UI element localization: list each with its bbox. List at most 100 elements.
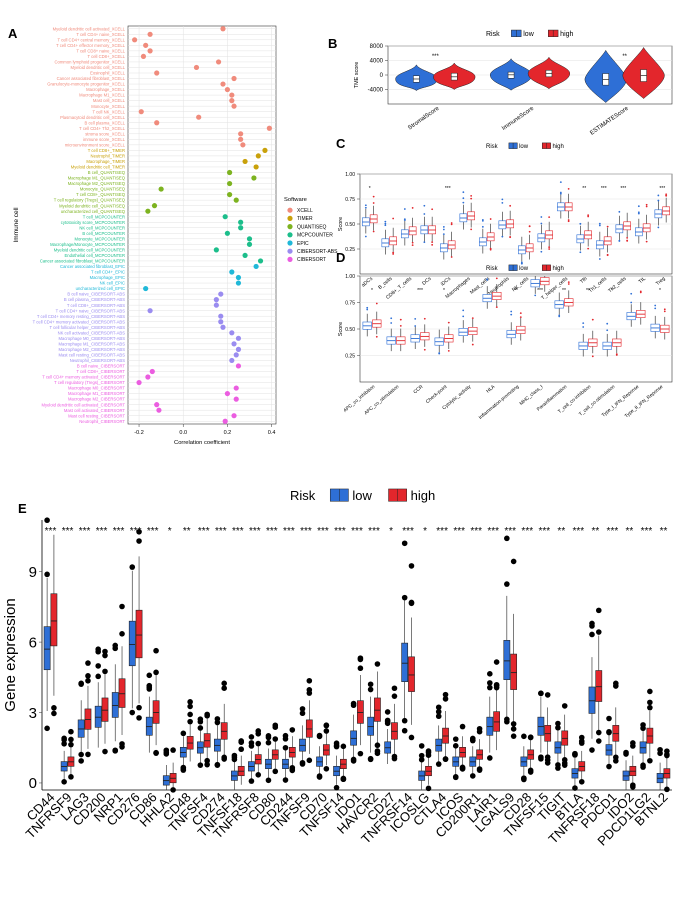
panel-a-ylabel-macrophage-m0-cibersort: Macrophage M0_CIBERSORT xyxy=(68,386,125,391)
panel-e-significance-ctla4: *** xyxy=(436,526,448,537)
panel-c-outlier-b-cells-high xyxy=(392,217,395,220)
panel-e-outlier-cd274-low xyxy=(214,716,221,722)
panel-c-xtick-label-tfh: Tfh xyxy=(579,276,589,285)
panel-c-outlier-macrophages-high xyxy=(470,228,473,231)
panel-b-xtick-label-immunescore: ImmuneScore xyxy=(501,105,536,132)
panel-d-outlier-ccr-low xyxy=(414,325,417,327)
panel-a-point-plasmacytoid-dendritic-cell-xcell xyxy=(196,114,202,120)
panel-a-ylabel-mast-cell-xcell: Mast cell_XCELL xyxy=(93,98,126,103)
panel-e-outlier-tnfsf14-high xyxy=(340,776,347,783)
panel-c-xtick-label-b-cells: B_cells xyxy=(377,276,394,291)
panel-e-outlier-tnfsf18-high xyxy=(238,746,245,753)
panel-e-outlier-tnfsf15-high xyxy=(544,692,551,698)
panel-a-ylabel-macrophage-m1-quantiseq: Macrophage M1_QUANTISEQ xyxy=(68,176,126,181)
panel-e-outlier-cd200-high xyxy=(102,748,108,755)
panel-a-point-t-cell-mcpcounter xyxy=(222,214,228,220)
panel-a-point-uncharacterized-cell-quantiseq xyxy=(145,208,151,214)
panel-e-outlier-pdcd1lg2-low xyxy=(640,764,646,770)
panel-b-ytick-label: 0 xyxy=(380,73,384,79)
panel-c-outlier-nk-cells-low xyxy=(520,262,523,265)
panel-e-outlier-cd274-high xyxy=(221,680,227,687)
panel-e-outlier-cd28-high xyxy=(527,734,534,740)
panel-e-outlier-pdcd1lg2-high xyxy=(647,699,653,706)
panel-e-outlier-icoslg-low xyxy=(418,752,425,759)
panel-d-legend-label-high: high xyxy=(552,266,563,272)
panel-d-outlier-t-cell-co-inhibition-high xyxy=(591,318,594,321)
panel-e-outlier-cd48-low xyxy=(180,730,187,737)
panel-e-outlier-cd276-high xyxy=(136,538,142,544)
panel-a-legend-label-xcell: XCELL xyxy=(297,208,313,214)
panel-e-outlier-tnfsf9-low xyxy=(299,706,306,712)
panel-e-outlier-btnl2-high xyxy=(664,752,670,759)
panel-c-outlier-neutrophils-high xyxy=(509,204,512,207)
panel-e-outlier-cd48-high xyxy=(187,711,193,718)
panel-e-outlier-tnfrsf14-low xyxy=(401,717,408,724)
panel-d-outlier-type-ii-ifn-reponse-high xyxy=(663,310,666,313)
panel-e-outlier-cd276-high xyxy=(136,704,142,711)
panel-a-point-myeloid-dendritic-cell-quantiseq xyxy=(151,203,158,209)
panel-e-outlier-cd44-low xyxy=(44,517,50,524)
panel-c-outlier-til-high xyxy=(645,205,648,208)
panel-c-significance-treg: *** xyxy=(659,186,665,192)
panel-a-point-monocyte-mcpcounter xyxy=(246,236,253,242)
panel-b-ytick-label: 8000 xyxy=(370,44,384,50)
panel-e-outlier-cd200-high xyxy=(102,668,108,675)
panel-d-ylabel: Score xyxy=(338,322,344,336)
panel-c-outlier-adcs-high xyxy=(372,202,375,204)
panel-e-outlier-nrp1-low xyxy=(112,747,119,754)
panel-c-outlier-dcs-low xyxy=(423,241,426,244)
panel-a-ylabel-monocyte-quantiseq: Monocyte_QUANTISEQ xyxy=(80,187,126,192)
panel-c-legend-label-high: high xyxy=(552,144,563,150)
panel-d-outlier-apc-co-stimulation-low xyxy=(390,317,393,320)
panel-a-ylabel-myeloid-dendritic-cell-xcell: Myeloid dendritic cell_XCELL xyxy=(71,65,126,70)
panel-a-point-t-cell-cd8-quantiseq xyxy=(227,191,233,198)
panel-c-outlier-macrophages-high xyxy=(470,197,473,200)
panel-c-significance-th1-cells: *** xyxy=(601,186,607,192)
panel-a-correlation-dotplot: -0.2 0.0 0.2 0.4 Myeloid dendritic cell acti… xyxy=(13,25,338,446)
panel-e-outlier-tigit-low xyxy=(555,765,561,771)
panel-e-outlier-cd244-low xyxy=(282,744,289,751)
panel-c-ytick-label: 0.75 xyxy=(345,197,355,203)
panel-e-outlier-tnfsf4-low xyxy=(197,762,204,768)
panel-c-outlier-macrophages-low xyxy=(462,191,465,194)
panel-c-outlier-b-cells-low xyxy=(384,224,387,227)
panel-c-outlier-macrophages-low xyxy=(462,201,465,204)
panel-a-point-mast-cell-resting-cibersort xyxy=(231,413,237,419)
panel-e-outlier-icoslg-low xyxy=(418,743,425,749)
panel-label-b: B xyxy=(328,36,337,51)
panel-e-ytick-label: 6 xyxy=(29,634,37,651)
panel-e-significance-lair1: *** xyxy=(487,526,499,537)
panel-b-ylabel: TME score xyxy=(354,62,360,89)
panel-a-ylabel-monocyte-mcpcounter: Monocyte_MCPCOUNTER xyxy=(75,236,126,241)
panel-a-ylabel-myeloid-dendritic-cell-activated-cibersort: Myeloid dendritic cell activated_CIBERSO… xyxy=(42,402,126,407)
panel-a-point-t-cell-cd4-central-memory-xcell xyxy=(132,37,138,43)
panel-a-ylabel-immune-score-xcell: immune score_XCELL xyxy=(83,137,126,142)
panel-e-outlier-cd80-high xyxy=(272,724,279,730)
panel-e-outlier-tnfrsf18-low xyxy=(589,623,595,629)
panel-c-outlier-th2-cells-high xyxy=(626,236,629,239)
panel-e-outlier-tnfsf9-high xyxy=(306,757,313,764)
panel-c-outlier-b-cells-high xyxy=(392,251,395,254)
panel-b-ytick-label: 4000 xyxy=(370,59,384,65)
panel-e-outlier-lgals9-high xyxy=(510,721,517,727)
panel-c-outlier-til-high xyxy=(645,203,648,206)
panel-a-point-nk-cell-epic xyxy=(235,280,242,286)
panel-a-ylabel-mast-cell-resting-cibersort-abs: Mast cell resting_CIBERSORT-ABS xyxy=(59,353,126,358)
panel-e-significance-pdcd1lg2: *** xyxy=(641,526,653,537)
panel-c-outlier-pdcs-high xyxy=(548,248,551,250)
panel-d-outlier-hla-high xyxy=(495,277,498,280)
panel-a-point-macrophage-m1-xcell xyxy=(229,92,235,98)
panel-c-outlier-th2-cells-high xyxy=(626,239,629,242)
panel-a-legend-label-quantiseq: QUANTISEQ xyxy=(297,224,327,230)
panel-a-ylabel-cancer-associated-fibroblast-xcell: Cancer associated fibroblast_XCELL xyxy=(57,76,126,81)
panel-e-outlier-pdcd1lg2-low xyxy=(640,725,646,732)
panel-a-xtick-label: 0.2 xyxy=(224,430,232,436)
panel-d-outlier-apc-co-inhibition-high xyxy=(375,335,378,338)
panel-e-outlier-btnl2-low xyxy=(657,750,663,757)
panel-e-outlier-havcr2-high xyxy=(374,661,381,667)
panel-a-xtick-label: 0.4 xyxy=(268,430,276,436)
panel-e-significance-cd200r1: *** xyxy=(470,526,482,537)
panel-e-outlier-tnfsf18-low xyxy=(231,756,238,763)
panel-c-outlier-dcs-high xyxy=(431,241,434,243)
